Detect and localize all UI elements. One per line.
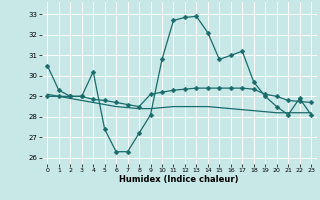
X-axis label: Humidex (Indice chaleur): Humidex (Indice chaleur) [119, 175, 239, 184]
